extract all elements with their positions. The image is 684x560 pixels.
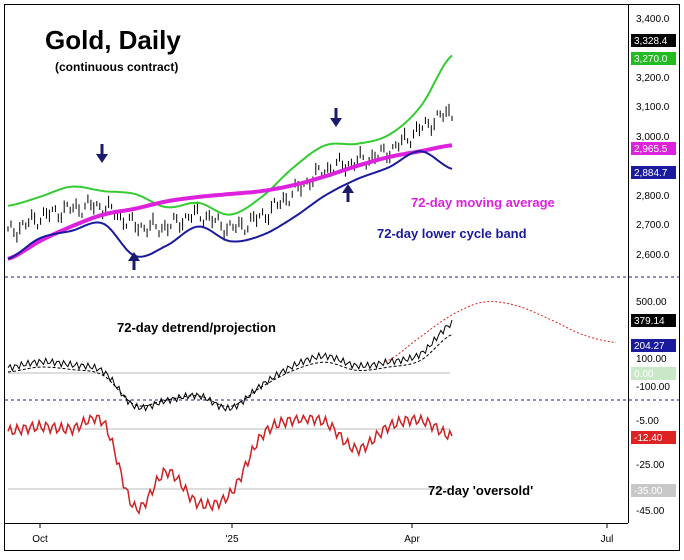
y-tick-label: -45.00 xyxy=(636,506,665,517)
price-bars xyxy=(7,103,453,243)
detrend-annotation: 72-day detrend/projection xyxy=(117,320,276,335)
projection-line xyxy=(384,300,617,363)
value-label-box xyxy=(631,34,676,47)
value-label: 0.00 xyxy=(634,369,654,380)
oversold-annotation: 72-day 'oversold' xyxy=(428,483,533,498)
value-label: 3,328.4 xyxy=(634,36,668,47)
value-label-box xyxy=(631,52,676,65)
value-label: 204.27 xyxy=(634,341,665,352)
value-label-box xyxy=(631,431,676,444)
value-label: 2,884.7 xyxy=(634,168,668,179)
x-tick-label: Oct xyxy=(32,534,48,545)
value-label: 379.14 xyxy=(634,316,665,327)
value-label-box xyxy=(631,142,676,155)
x-tick-label: Apr xyxy=(404,534,420,545)
y-tick-label: 3,100.0 xyxy=(636,102,670,113)
value-label-box xyxy=(631,339,676,352)
value-label-box xyxy=(631,166,676,179)
y-tick-label: -100.00 xyxy=(636,382,670,393)
chart-subtitle: (continuous contract) xyxy=(55,60,178,74)
x-tick-label: Jul xyxy=(601,534,614,545)
y-tick-label: 2,800.0 xyxy=(636,191,670,202)
value-label: -35.00 xyxy=(634,486,663,497)
up-arrow-icon xyxy=(342,184,354,202)
up-arrow-icon xyxy=(128,252,140,270)
oversold-line xyxy=(7,413,453,516)
y-tick-label: 2,700.0 xyxy=(636,220,670,231)
price-y-axis: 3,400.0 3,200.0 3,100.0 3,000.0 2,800.0 … xyxy=(636,14,670,261)
x-axis: Oct '25 Apr Jul xyxy=(32,523,613,545)
lower-band-annotation: 72-day lower cycle band xyxy=(377,226,527,241)
down-arrow-icon xyxy=(330,108,342,127)
detrend-y-axis: 500.00 100.00 -100.00 xyxy=(636,297,670,393)
value-label-box xyxy=(631,367,676,380)
y-tick-label: 3,400.0 xyxy=(636,14,670,25)
y-tick-label: 3,000.0 xyxy=(636,132,670,143)
y-tick-label: 100.00 xyxy=(636,354,667,365)
value-label: -12.40 xyxy=(634,433,663,444)
value-label: 3,270.0 xyxy=(634,54,668,65)
y-tick-label: -5.00 xyxy=(636,416,659,427)
down-arrow-icon xyxy=(96,144,108,163)
value-label-box xyxy=(631,314,676,327)
moving-average-line xyxy=(7,143,453,261)
moving-average-annotation: 72-day moving average xyxy=(411,195,555,210)
upper-cycle-band-line xyxy=(7,54,453,216)
value-label: 2,965.5 xyxy=(634,144,668,155)
detrend-line xyxy=(7,319,453,412)
y-tick-label: 3,200.0 xyxy=(636,73,670,84)
value-labels: 3,328.4 3,270.0 2,965.5 2,884.7 379.14 2… xyxy=(631,34,676,497)
value-label-box xyxy=(631,484,676,497)
y-tick-label: -25.00 xyxy=(636,460,665,471)
oversold-y-axis: -5.00 -25.00 -45.00 xyxy=(636,416,665,517)
y-tick-label: 500.00 xyxy=(636,297,667,308)
lower-cycle-band-line xyxy=(7,150,453,260)
x-tick-label: '25 xyxy=(225,534,238,545)
chart-title: Gold, Daily xyxy=(45,25,181,55)
y-tick-label: 2,600.0 xyxy=(636,250,670,261)
